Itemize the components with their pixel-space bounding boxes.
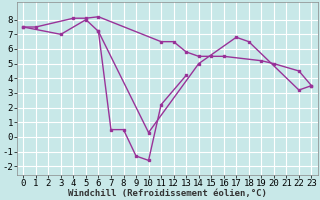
X-axis label: Windchill (Refroidissement éolien,°C): Windchill (Refroidissement éolien,°C) [68, 189, 267, 198]
